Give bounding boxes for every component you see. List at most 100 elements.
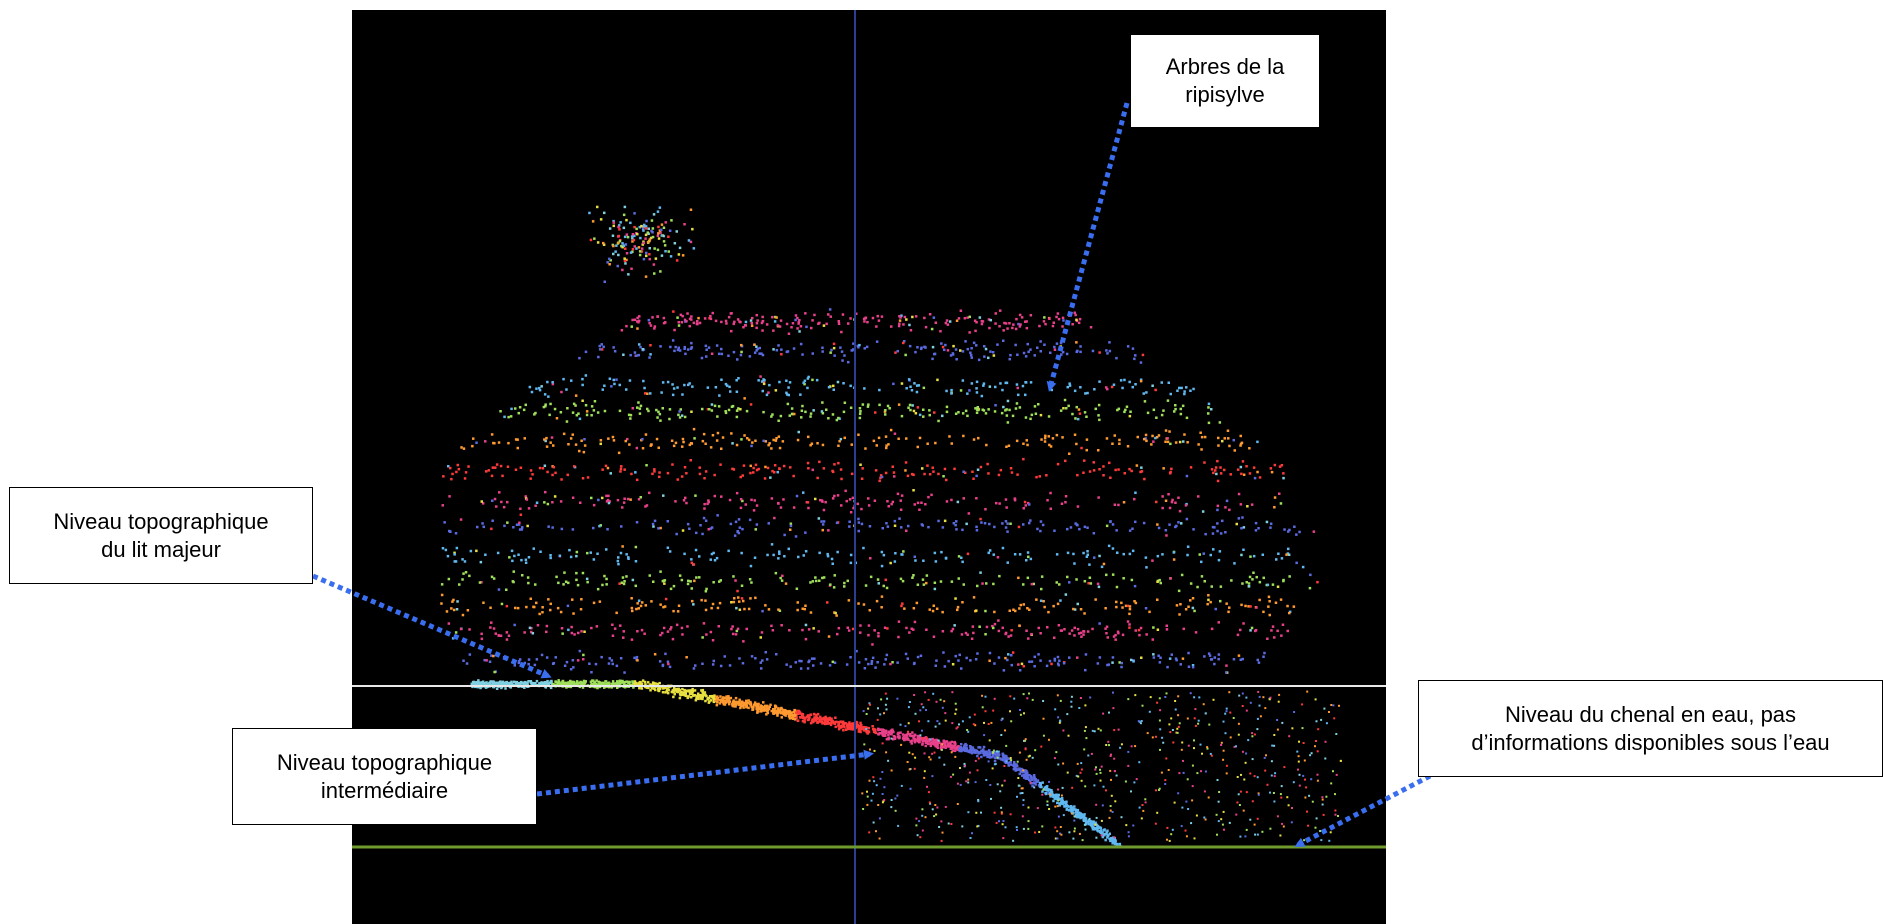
lidar-point [592, 526, 595, 530]
lidar-point [811, 657, 814, 660]
lidar-point [974, 724, 977, 727]
lidar-point [502, 505, 506, 509]
lidar-point [1160, 381, 1163, 384]
lidar-point [1084, 392, 1087, 395]
lidar-point [997, 619, 1000, 622]
lidar-point [872, 439, 876, 443]
lidar-point [1263, 756, 1266, 759]
lidar-point [1096, 828, 1099, 831]
lidar-point [1165, 692, 1168, 695]
lidar-point [931, 808, 934, 811]
lidar-point [1049, 795, 1052, 798]
lidar-point [847, 727, 851, 730]
lidar-point [550, 679, 553, 683]
lidar-point [1059, 699, 1062, 702]
lidar-point [824, 500, 827, 504]
lidar-point [583, 444, 587, 447]
lidar-point [942, 651, 945, 654]
lidar-point [1030, 413, 1034, 417]
lidar-point [1025, 326, 1029, 330]
lidar-point [715, 344, 719, 347]
lidar-point [880, 606, 883, 609]
lidar-point [861, 403, 865, 406]
lidar-point [642, 240, 645, 243]
lidar-point [886, 500, 889, 503]
lidar-point [630, 325, 633, 328]
lidar-point [690, 561, 694, 565]
lidar-point [836, 550, 839, 554]
lidar-point [711, 311, 714, 315]
lidar-point [1053, 659, 1057, 662]
lidar-point [874, 411, 877, 414]
lidar-point [1120, 743, 1123, 746]
lidar-point [1001, 388, 1004, 392]
lidar-point [1088, 563, 1091, 566]
lidar-point [1139, 361, 1143, 364]
lidar-point [700, 689, 703, 692]
lidar-point [621, 679, 624, 683]
lidar-point [570, 379, 573, 382]
lidar-point [823, 721, 827, 724]
lidar-point [905, 318, 908, 321]
lidar-point [934, 441, 937, 445]
lidar-point [800, 715, 804, 718]
lidar-point [1019, 603, 1022, 607]
lidar-point [977, 799, 980, 801]
lidar-point [973, 319, 977, 322]
lidar-point [980, 755, 983, 759]
lidar-point [645, 251, 648, 255]
lidar-point [806, 714, 810, 717]
lidar-point [475, 441, 478, 444]
lidar-point [1032, 774, 1036, 777]
lidar-point [908, 631, 911, 634]
lidar-point [1239, 658, 1242, 661]
lidar-point [1158, 787, 1161, 790]
lidar-point [1187, 605, 1190, 608]
lidar-point [1098, 468, 1101, 471]
lidar-point [668, 229, 672, 232]
lidar-point [706, 386, 710, 389]
lidar-point [807, 715, 811, 718]
lidar-point [660, 234, 663, 237]
lidar-point [678, 688, 681, 692]
lidar-point [529, 469, 533, 472]
lidar-point [1154, 822, 1157, 825]
lidar-point [1211, 532, 1215, 535]
lidar-point [902, 550, 905, 553]
lidar-point [1240, 441, 1244, 445]
lidar-point [482, 601, 485, 604]
lidar-point [647, 409, 650, 413]
lidar-point [728, 702, 731, 706]
lidar-point [913, 738, 916, 742]
lidar-point [777, 344, 780, 347]
lidar-point [1034, 831, 1036, 834]
lidar-point [1014, 407, 1018, 410]
lidar-point [669, 628, 672, 631]
lidar-point [798, 710, 801, 714]
lidar-point [852, 342, 855, 345]
lidar-point [1084, 704, 1087, 707]
lidar-point [1218, 421, 1222, 424]
lidar-point [1055, 581, 1058, 584]
lidar-point [636, 327, 639, 330]
lidar-point [1024, 320, 1027, 323]
lidar-point [916, 501, 920, 505]
lidar-point [1039, 599, 1043, 602]
lidar-point [935, 659, 938, 662]
lidar-point [971, 625, 975, 628]
lidar-point [1029, 314, 1033, 317]
lidar-point [596, 587, 600, 591]
lidar-point [801, 404, 804, 408]
lidar-point [1114, 638, 1117, 641]
lidar-point [666, 688, 669, 692]
lidar-point [666, 546, 670, 549]
lidar-point [680, 578, 684, 582]
lidar-point [549, 554, 552, 557]
lidar-point [1168, 506, 1172, 510]
lidar-point [906, 474, 910, 478]
lidar-point [921, 829, 924, 832]
lidar-point [976, 754, 979, 758]
lidar-point [593, 400, 597, 403]
lidar-point [823, 718, 827, 722]
lidar-point [560, 390, 563, 394]
